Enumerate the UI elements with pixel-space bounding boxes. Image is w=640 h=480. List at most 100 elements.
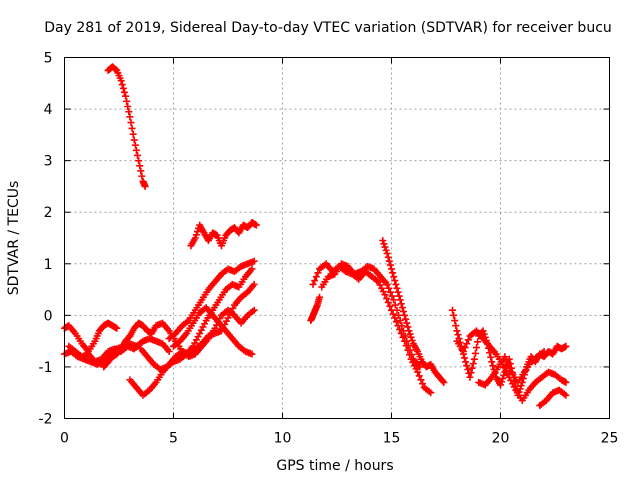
data-point — [452, 322, 460, 330]
chart-title: Day 281 of 2019, Sidereal Day-to-day VTE… — [44, 20, 612, 36]
x-tick-label: 25 — [601, 431, 619, 447]
data-point — [381, 243, 389, 251]
data-point — [403, 319, 411, 327]
data-point — [380, 240, 388, 248]
data-point — [396, 317, 404, 325]
series-arc-m — [309, 260, 435, 397]
data-point — [129, 130, 137, 138]
data-point — [316, 293, 324, 301]
data-point — [138, 172, 146, 180]
series-arc-a — [104, 63, 149, 190]
data-point — [394, 288, 402, 296]
data-point — [402, 315, 410, 323]
x-tick-label: 20 — [492, 431, 510, 447]
data-point — [453, 327, 461, 335]
data-point — [401, 311, 409, 319]
data-point — [461, 344, 469, 352]
series-arc-p — [449, 306, 570, 399]
data-point — [502, 356, 510, 364]
data-point — [131, 141, 139, 149]
series-arc-s — [536, 386, 570, 410]
data-point — [127, 119, 135, 127]
data-point — [471, 349, 479, 357]
series-arc-h — [126, 280, 258, 399]
data-point — [396, 326, 404, 334]
data-point — [562, 378, 570, 386]
data-point — [191, 234, 199, 242]
data-point — [314, 269, 322, 277]
data-point — [383, 249, 391, 257]
data-point — [416, 363, 424, 371]
data-point — [479, 327, 487, 335]
plot-frame — [64, 57, 610, 419]
data-point — [137, 167, 145, 175]
data-point — [398, 322, 406, 330]
data-point — [128, 124, 136, 132]
series-arc-e — [65, 340, 145, 366]
data-point — [250, 257, 258, 265]
data-point — [489, 362, 497, 370]
data-point — [391, 277, 399, 285]
data-point — [248, 265, 256, 273]
data-point — [497, 381, 504, 389]
data-point — [464, 336, 472, 344]
data-point — [386, 302, 394, 310]
data-point — [309, 280, 317, 288]
data-point — [464, 366, 472, 374]
data-point — [113, 324, 121, 332]
data-point — [474, 338, 482, 346]
data-point — [517, 382, 525, 390]
y-tick-label: 0 — [44, 308, 53, 324]
series-arc-i — [137, 265, 256, 374]
data-point — [123, 97, 131, 105]
y-tick-label: 3 — [44, 154, 53, 170]
data-point — [499, 375, 507, 383]
data-point — [248, 350, 256, 358]
data-point — [381, 291, 389, 299]
data-point — [467, 369, 475, 377]
x-tick-label: 10 — [274, 431, 292, 447]
data-point — [389, 269, 397, 277]
y-tick-label: 4 — [44, 102, 53, 118]
data-point — [390, 296, 398, 304]
data-point — [388, 292, 396, 300]
data-point — [122, 92, 130, 100]
data-point — [192, 231, 200, 239]
data-point — [506, 364, 514, 372]
data-point — [126, 113, 134, 121]
data-point — [252, 221, 260, 229]
data-points — [61, 63, 570, 410]
data-point — [504, 360, 512, 368]
data-point — [165, 347, 173, 355]
data-point — [488, 358, 496, 366]
data-point — [383, 295, 391, 303]
data-point — [391, 314, 399, 322]
data-point — [415, 372, 423, 380]
data-point — [379, 237, 387, 245]
data-point — [461, 354, 469, 362]
data-point — [470, 355, 478, 363]
data-point — [392, 280, 400, 288]
data-point — [120, 88, 128, 96]
x-tick-label: 5 — [169, 431, 178, 447]
series-arc-r — [475, 347, 548, 389]
data-point — [384, 298, 392, 306]
data-point — [401, 332, 409, 340]
data-point — [383, 280, 391, 288]
data-point — [388, 265, 395, 273]
data-point — [466, 373, 474, 381]
x-tick-labels: 0 5 10 15 20 25 — [60, 431, 618, 447]
series-arc-q — [453, 327, 570, 404]
data-point — [386, 288, 394, 296]
series-arc-j — [165, 257, 258, 343]
series-arc-k — [170, 304, 256, 358]
data-point — [404, 342, 412, 350]
data-point — [130, 136, 138, 144]
data-point — [516, 385, 524, 393]
data-point — [398, 304, 406, 312]
data-point — [407, 333, 415, 341]
data-point — [473, 344, 481, 352]
data-point — [117, 77, 125, 85]
data-point — [141, 182, 149, 190]
data-point — [135, 157, 143, 165]
